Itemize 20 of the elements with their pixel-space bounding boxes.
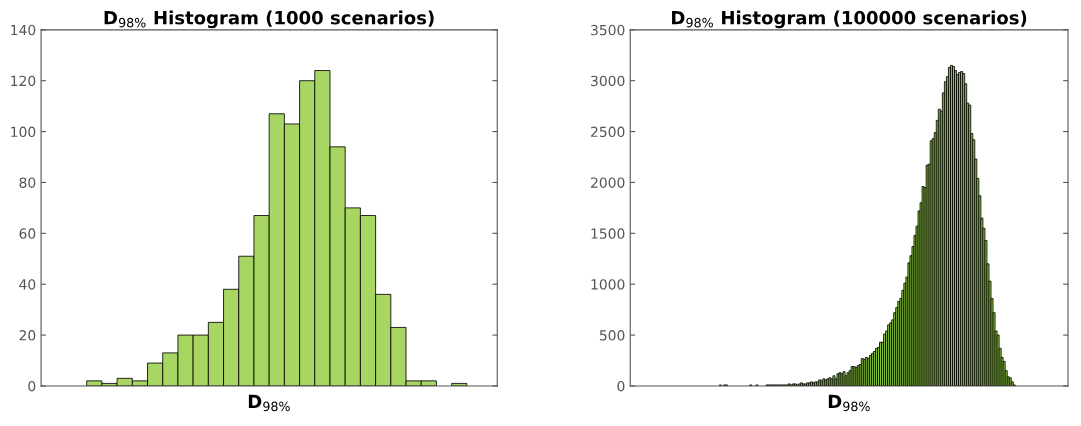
x-axis-title: D$_{98%}$	[248, 394, 290, 412]
y-tick-label: 20	[19, 330, 36, 341]
y-tick-label: 60	[19, 228, 36, 239]
y-tick-label: 3500	[591, 24, 625, 36]
chart-title: D$_{98%}$ Histogram (1000 scenarios)	[104, 10, 434, 29]
y-tick-label: 80	[19, 177, 36, 188]
y-tick-label: 1500	[591, 228, 625, 239]
x-axis-title: D$_{98%}$	[828, 394, 870, 412]
y-tick-label: 3000	[591, 75, 625, 87]
y-tick-label: 1000	[591, 279, 625, 290]
y-tick-label: 100	[11, 126, 36, 138]
y-tick-label: 40	[19, 279, 36, 290]
chart-title: D$_{98%}$ Histogram (100000 scenarios)	[672, 10, 1027, 29]
y-tick-label: 0	[617, 380, 625, 392]
y-tick-label: 500	[599, 330, 625, 341]
y-tick-label: 0	[28, 380, 36, 392]
y-tick-label: 2000	[591, 177, 625, 188]
y-tick-label: 140	[11, 24, 36, 36]
y-tick-label: 120	[11, 75, 36, 87]
y-tick-label: 2500	[591, 126, 625, 138]
